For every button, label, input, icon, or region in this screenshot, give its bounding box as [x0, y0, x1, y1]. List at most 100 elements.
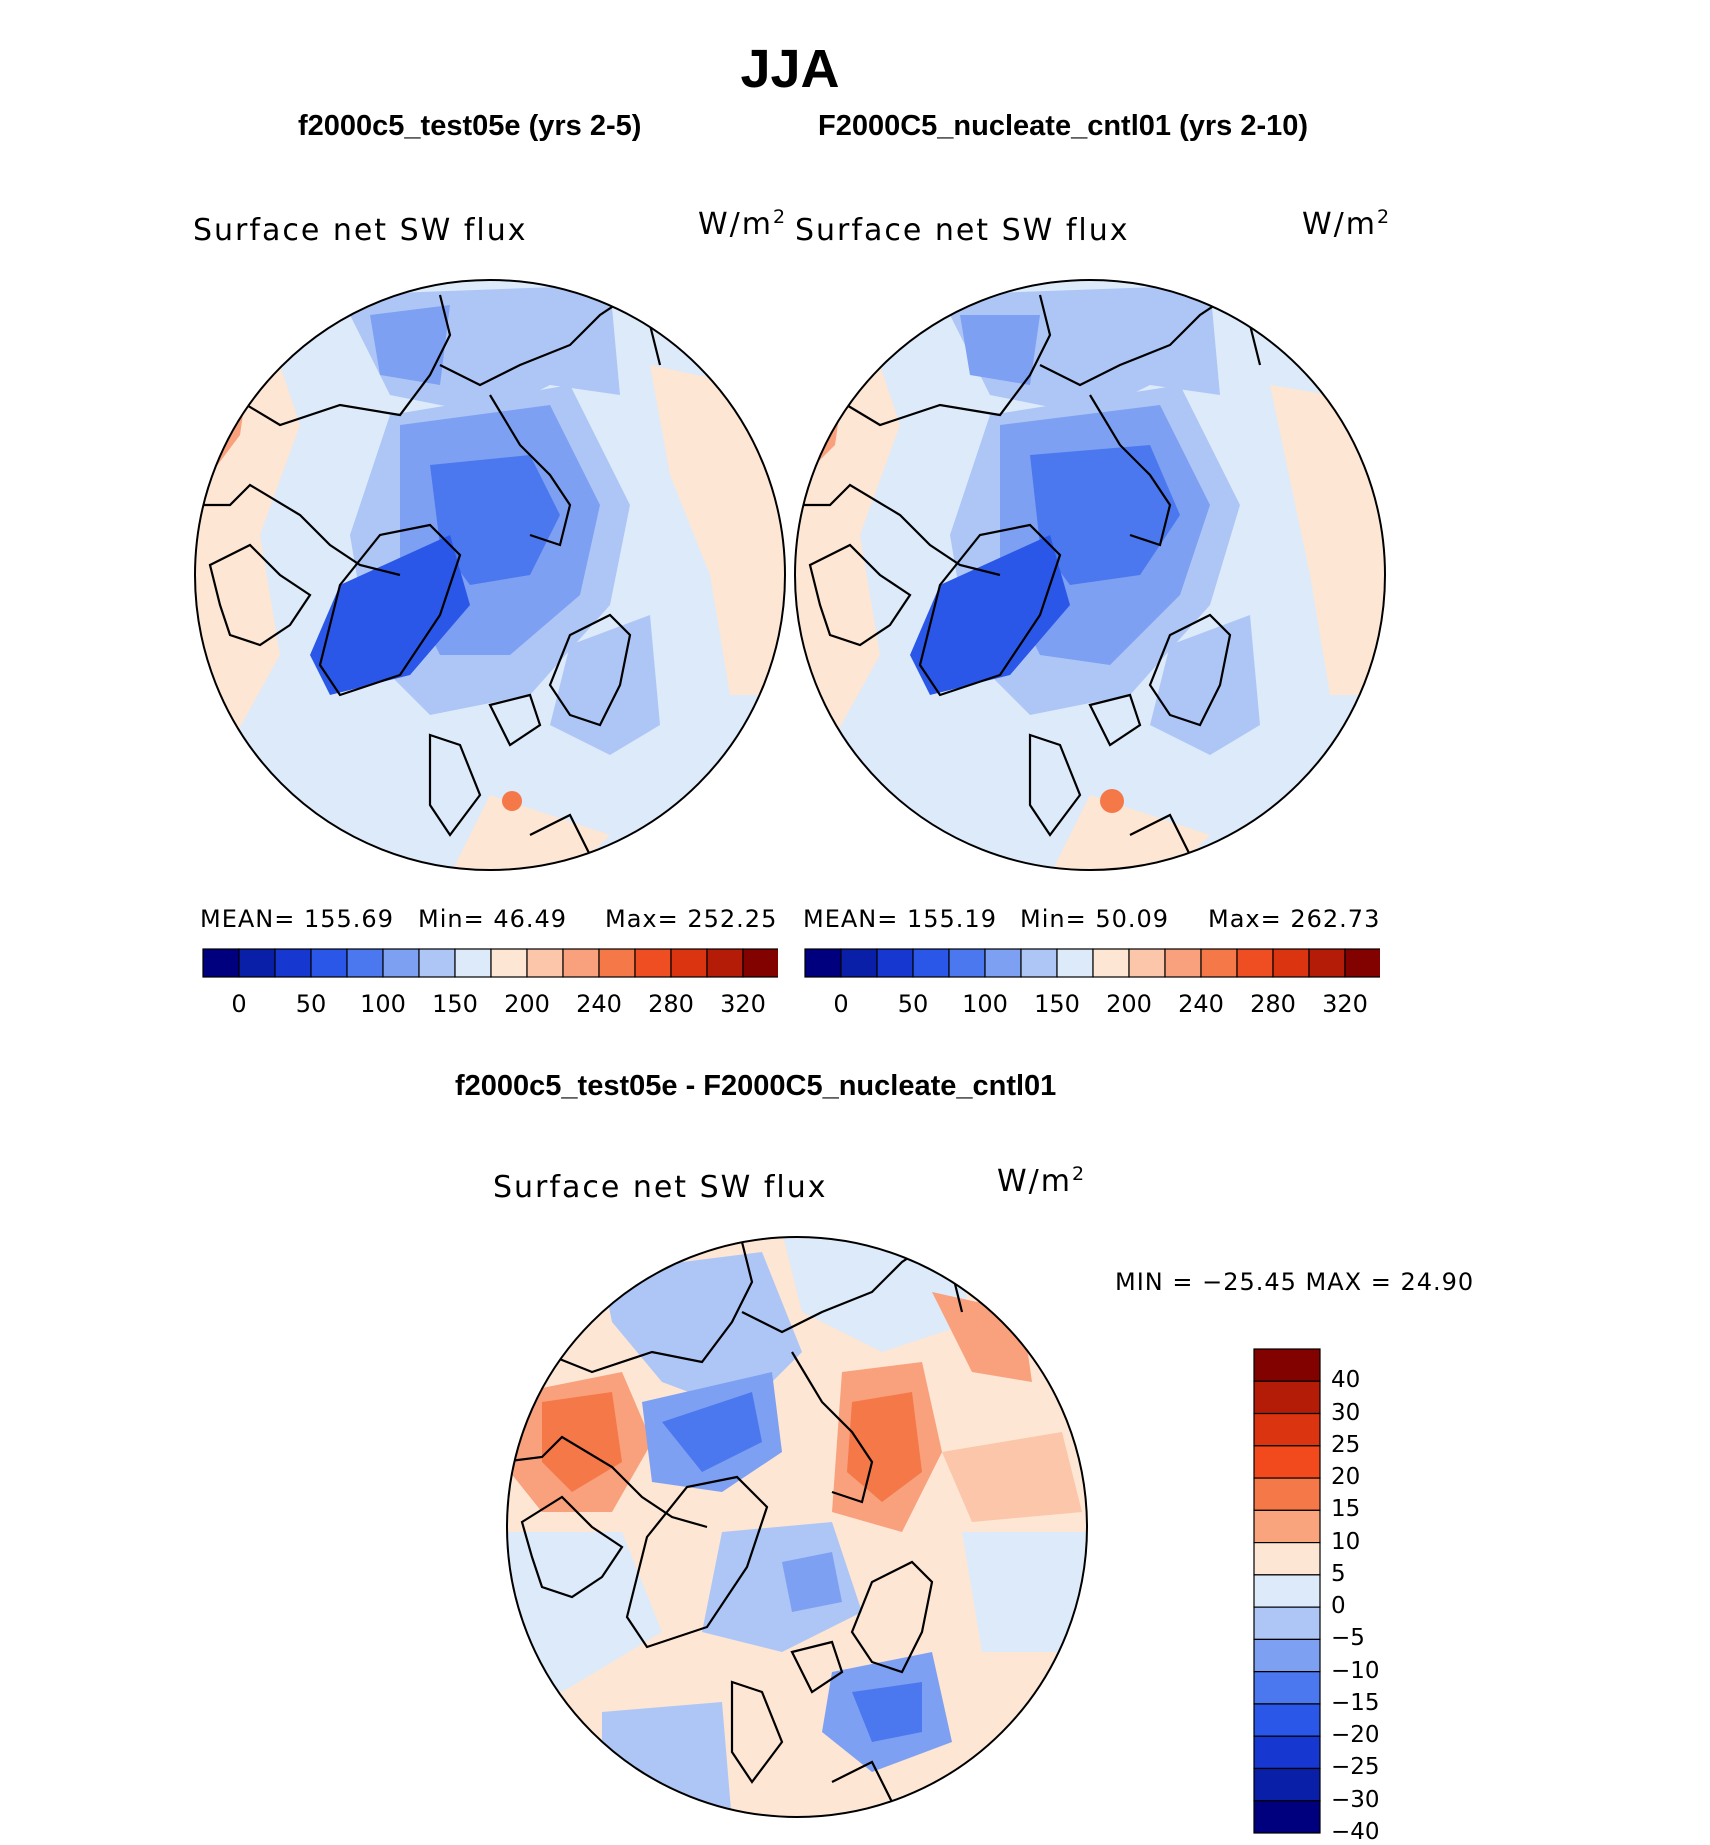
- panel-a-colorbar-swatch: [490, 948, 528, 978]
- panel-b-min: Min= 50.09: [1020, 905, 1170, 933]
- diff-colorbar-tick-label: −15: [1331, 1689, 1380, 1716]
- diff-colorbar-swatch: [1253, 1703, 1321, 1737]
- diff-colorbar-swatch: [1253, 1348, 1321, 1382]
- panel-a-colorbar-swatch: [454, 948, 492, 978]
- panel-b-colorbar-tick-label: 200: [1106, 990, 1152, 1018]
- panel-b-colorbar-swatch: [948, 948, 986, 978]
- diff-colorbar-swatch: [1253, 1509, 1321, 1544]
- diff-title: f2000c5_test05e - F2000C5_nucleate_cntl0…: [455, 1070, 1057, 1102]
- figure-title: JJA: [740, 39, 840, 99]
- diff-colorbar-swatch: [1253, 1542, 1321, 1576]
- diff-colorbar-tick-label: 0: [1331, 1593, 1346, 1620]
- panel-a-colorbar-swatch: [742, 948, 778, 978]
- diff-colorbar-tick-label: 15: [1331, 1496, 1361, 1523]
- panel-b-max: Max= 262.73: [1208, 905, 1381, 933]
- panel-b-colorbar-swatch: [840, 948, 878, 978]
- panel-c-units: W/m2: [997, 1163, 1087, 1199]
- diff-colorbar-swatch: [1253, 1477, 1321, 1511]
- panel-a-colorbar-tick-label: 0: [231, 990, 247, 1018]
- panel-a-colorbar-swatch: [382, 948, 420, 978]
- panel-a-colorbar-swatch: [706, 948, 744, 978]
- panel-a-colorbar-swatch: [562, 948, 600, 978]
- panel-b-colorbar-tick-label: 100: [962, 990, 1008, 1018]
- panel-c-minmax: MIN = −25.45 MAX = 24.90: [1115, 1268, 1475, 1296]
- panel-a-min: Min= 46.49: [418, 905, 568, 933]
- panel-b-colorbar-swatch: [1308, 948, 1346, 978]
- panel-a-colorbar-swatch: [310, 948, 348, 978]
- diff-colorbar-swatch: [1253, 1445, 1321, 1479]
- diff-colorbar-tick-label: −20: [1331, 1722, 1380, 1749]
- panel-b-colorbar-tick-label: 50: [897, 990, 929, 1018]
- diff-colorbar: [1253, 1348, 1321, 1834]
- panel-b-colorbar-tick-label: 0: [833, 990, 849, 1018]
- panel-b-colorbar-tick-label: 240: [1178, 990, 1224, 1018]
- diff-colorbar-tick-label: 40: [1331, 1367, 1361, 1394]
- panel-b-colorbar-tick-label: 280: [1250, 990, 1296, 1018]
- diff-colorbar-tick-label: 10: [1331, 1528, 1361, 1555]
- panel-b-colorbar-swatch: [912, 948, 950, 978]
- panel-a-colorbar-swatch: [274, 948, 312, 978]
- panel-b-colorbar-swatch: [1020, 948, 1058, 978]
- diff-colorbar-tick-label: −25: [1331, 1754, 1380, 1781]
- panel-a-colorbar-tick-label: 100: [360, 990, 406, 1018]
- panel-b-colorbar-tick-label: 150: [1034, 990, 1080, 1018]
- panel-a-colorbar-swatch: [598, 948, 636, 978]
- panel-a-colorbar-swatch: [346, 948, 384, 978]
- panel-b-colorbar-swatch: [876, 948, 914, 978]
- panel-a-polar-map: [194, 279, 786, 871]
- diff-colorbar-swatch: [1253, 1767, 1321, 1802]
- panel-a-max: Max= 252.25: [605, 905, 778, 933]
- panel-a-colorbar: [202, 948, 778, 978]
- diff-colorbar-tick-label: −5: [1331, 1625, 1365, 1652]
- panel-b-colorbar-tick-label: 320: [1322, 990, 1368, 1018]
- diff-colorbar-tick-label: 30: [1331, 1399, 1361, 1426]
- panel-b-colorbar-swatch: [1128, 948, 1166, 978]
- panel-b-colorbar-swatch: [804, 948, 842, 978]
- panel-b-colorbar-swatch: [1200, 948, 1238, 978]
- diff-colorbar-tick-label: 20: [1331, 1464, 1361, 1491]
- panel-a-units: W/m2: [698, 206, 788, 242]
- panel-a-colorbar-swatch: [634, 948, 672, 978]
- panel-a-colorbar-swatch: [526, 948, 564, 978]
- panel-b-colorbar: [804, 948, 1380, 978]
- panel-b-colorbar-swatch: [1056, 948, 1094, 978]
- panel-b-colorbar-swatch: [1272, 948, 1310, 978]
- panel-a-colorbar-tick-label: 200: [504, 990, 550, 1018]
- panel-a-colorbar-tick-label: 150: [432, 990, 478, 1018]
- diff-colorbar-swatch: [1253, 1412, 1321, 1447]
- diff-colorbar-tick-label: 25: [1331, 1431, 1361, 1458]
- diff-colorbar-tick-label: −40: [1331, 1819, 1380, 1845]
- panel-b-units: W/m2: [1302, 206, 1392, 242]
- diff-polar-map: [506, 1236, 1088, 1818]
- panel-c-variable: Surface net SW flux: [493, 1170, 828, 1205]
- diff-colorbar-tick-label: 5: [1331, 1560, 1346, 1587]
- panel-a-colorbar-swatch: [670, 948, 708, 978]
- panel-a-colorbar-swatch: [418, 948, 456, 978]
- panel-a-variable: Surface net SW flux: [193, 213, 528, 248]
- diff-colorbar-swatch: [1253, 1574, 1321, 1608]
- diff-colorbar-tick-label: −30: [1331, 1786, 1380, 1813]
- diff-colorbar-tick-label: −10: [1331, 1657, 1380, 1684]
- diff-colorbar-swatch: [1253, 1638, 1321, 1673]
- panel-a-colorbar-swatch: [202, 948, 240, 978]
- diff-colorbar-swatch: [1253, 1671, 1321, 1705]
- panel-b-colorbar-swatch: [1344, 948, 1380, 978]
- panel-b-mean: MEAN= 155.19: [803, 905, 997, 933]
- panel-a-colorbar-tick-label: 240: [576, 990, 622, 1018]
- panel-a-mean: MEAN= 155.69: [200, 905, 394, 933]
- diff-colorbar-swatch: [1253, 1800, 1321, 1834]
- panel-a-colorbar-swatch: [238, 948, 276, 978]
- panel-a-case-title: f2000c5_test05e (yrs 2-5): [298, 110, 642, 142]
- diff-colorbar-swatch: [1253, 1380, 1321, 1415]
- panel-b-colorbar-swatch: [1092, 948, 1130, 978]
- panel-a-colorbar-tick-label: 320: [720, 990, 766, 1018]
- panel-b-colorbar-swatch: [984, 948, 1022, 978]
- panel-b-colorbar-swatch: [1164, 948, 1202, 978]
- panel-b-variable: Surface net SW flux: [795, 213, 1130, 248]
- panel-a-colorbar-tick-label: 280: [648, 990, 694, 1018]
- panel-a-colorbar-tick-label: 50: [295, 990, 327, 1018]
- panel-b-case-title: F2000C5_nucleate_cntl01 (yrs 2-10): [818, 110, 1309, 142]
- diff-colorbar-swatch: [1253, 1735, 1321, 1770]
- panel-b-polar-map: [794, 279, 1386, 871]
- diff-colorbar-swatch: [1253, 1606, 1321, 1640]
